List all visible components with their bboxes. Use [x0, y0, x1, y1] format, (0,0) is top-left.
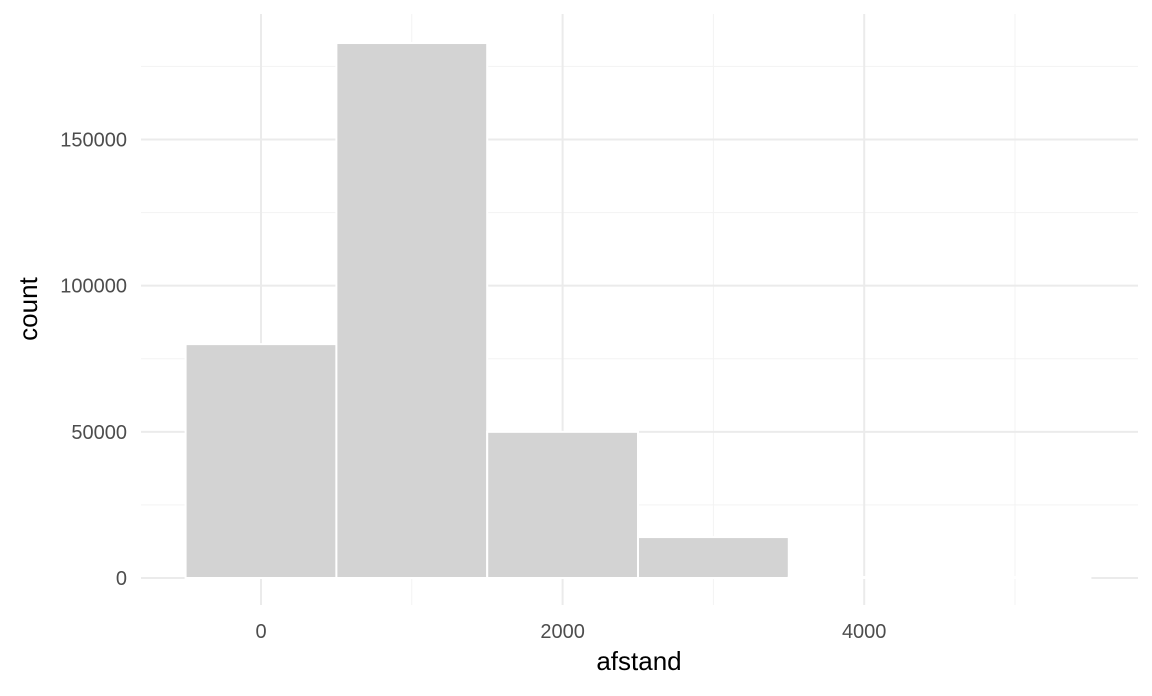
y-tick-label: 0 — [116, 568, 127, 590]
y-tick-label: 50000 — [71, 422, 127, 444]
histogram-bar — [486, 430, 640, 579]
histogram-bar — [787, 576, 941, 579]
y-axis-tick-labels: 0 50000 100000 150000 — [60, 129, 127, 590]
x-tick-label: 2000 — [540, 621, 585, 643]
histogram-bars — [184, 42, 1092, 579]
y-tick-label: 100000 — [60, 276, 127, 298]
y-tick-label: 150000 — [60, 129, 127, 151]
histogram-bar — [637, 536, 790, 579]
histogram-bar — [335, 42, 489, 579]
histogram-bar — [184, 343, 338, 579]
y-axis-title: count — [13, 276, 43, 340]
x-tick-label: 4000 — [842, 621, 887, 643]
x-tick-label: 0 — [255, 621, 266, 643]
histogram-bar — [938, 576, 1092, 579]
x-axis-title: afstand — [596, 646, 681, 676]
x-axis-tick-labels: 0 2000 4000 — [255, 621, 886, 643]
